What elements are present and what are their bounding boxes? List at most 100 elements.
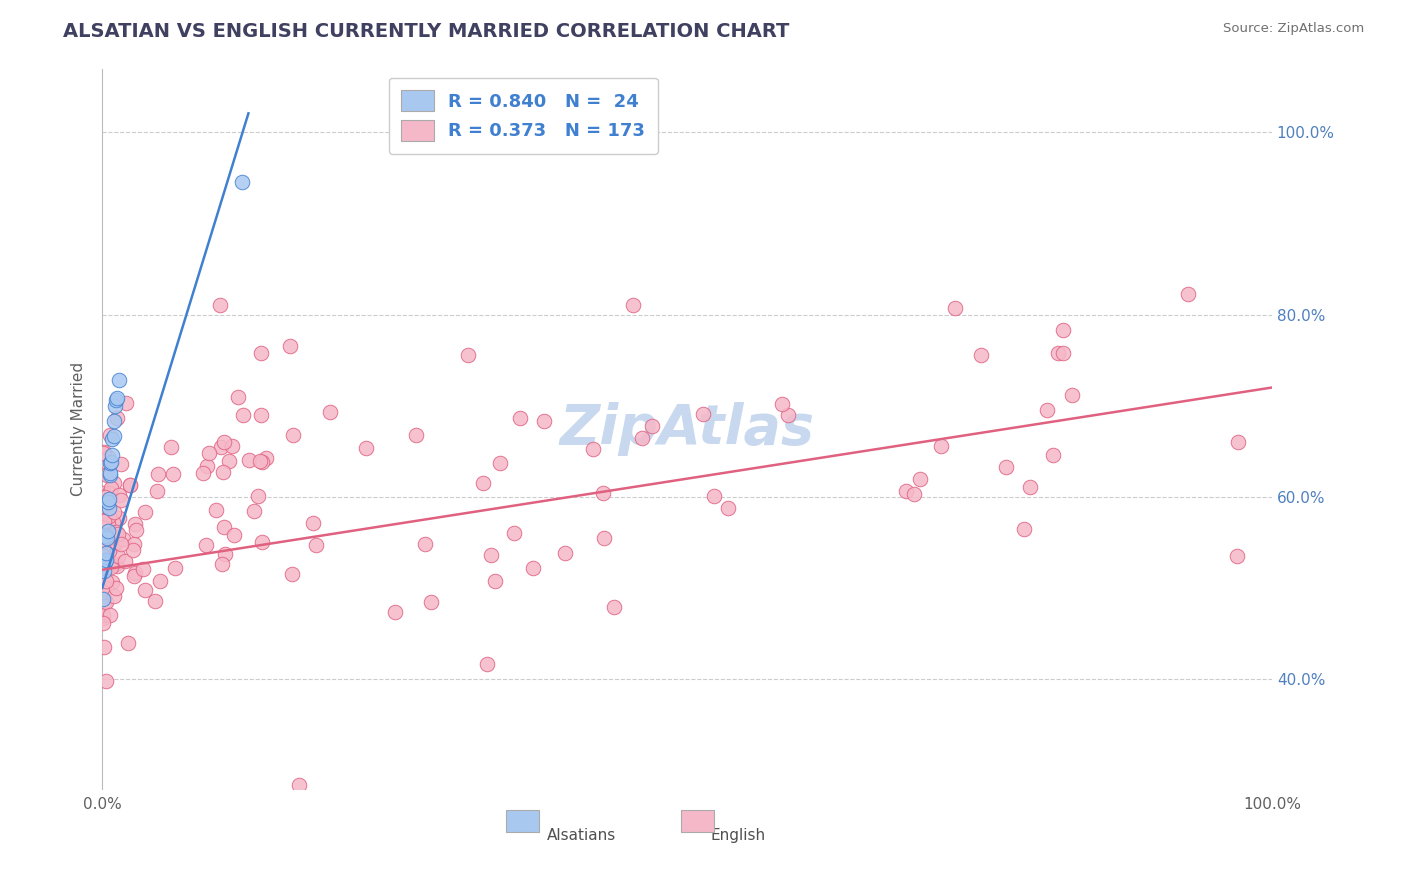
Point xyxy=(249,454,271,468)
Point xyxy=(281,566,304,581)
Point xyxy=(122,543,145,558)
Point xyxy=(162,467,184,482)
Point xyxy=(457,348,479,362)
Point xyxy=(198,446,221,460)
Point xyxy=(93,541,115,556)
Point xyxy=(110,493,132,508)
Point xyxy=(93,503,115,517)
Point xyxy=(93,592,115,607)
Point xyxy=(640,419,662,434)
Point xyxy=(94,552,117,566)
Point xyxy=(278,339,301,353)
Point xyxy=(124,537,146,551)
Point xyxy=(103,476,125,491)
Point xyxy=(103,557,125,571)
Point xyxy=(1177,287,1199,301)
Point xyxy=(103,429,125,443)
Point xyxy=(214,547,236,561)
Point xyxy=(96,513,118,527)
Point xyxy=(105,411,128,425)
Point xyxy=(226,390,249,404)
Point xyxy=(98,607,121,622)
Point xyxy=(93,533,115,547)
Point xyxy=(98,558,121,573)
Point xyxy=(96,526,118,541)
Point xyxy=(318,405,340,419)
Legend: R = 0.840   N =  24, R = 0.373   N = 173: R = 0.840 N = 24, R = 0.373 N = 173 xyxy=(388,78,658,153)
Point xyxy=(101,432,124,446)
Point xyxy=(115,396,138,410)
Point xyxy=(224,528,246,542)
Point xyxy=(250,535,273,549)
Text: Alsatians: Alsatians xyxy=(547,828,616,843)
FancyBboxPatch shape xyxy=(682,810,714,831)
Point xyxy=(96,511,118,525)
Point xyxy=(100,560,122,574)
Point xyxy=(717,501,740,516)
Point xyxy=(97,516,120,531)
Point xyxy=(1052,323,1074,337)
Point xyxy=(96,531,118,545)
Text: English: English xyxy=(710,828,766,843)
Point xyxy=(1226,435,1249,450)
Point xyxy=(98,491,121,506)
Point xyxy=(94,547,117,561)
Point xyxy=(101,574,124,589)
Point xyxy=(93,596,115,610)
Point xyxy=(250,346,273,360)
Point xyxy=(593,531,616,545)
Point xyxy=(770,397,793,411)
Point xyxy=(1036,402,1059,417)
Point xyxy=(103,589,125,603)
Point xyxy=(1018,480,1040,494)
Point xyxy=(288,778,311,792)
Point xyxy=(163,561,186,575)
Point xyxy=(212,520,235,534)
Text: ALSATIAN VS ENGLISH CURRENTLY MARRIED CORRELATION CHART: ALSATIAN VS ENGLISH CURRENTLY MARRIED CO… xyxy=(63,22,790,41)
Point xyxy=(1226,549,1249,563)
Point xyxy=(592,486,614,500)
Point xyxy=(93,511,115,525)
Point xyxy=(146,484,169,499)
Point xyxy=(105,535,128,549)
Point xyxy=(100,541,122,555)
Point xyxy=(522,561,544,575)
Point xyxy=(503,526,526,541)
Point xyxy=(94,546,117,560)
Point xyxy=(93,445,115,459)
Point xyxy=(100,534,122,549)
Point xyxy=(105,391,128,405)
Point xyxy=(100,455,122,469)
Point xyxy=(631,431,654,445)
Point xyxy=(211,465,233,479)
Point xyxy=(112,533,135,547)
Point xyxy=(110,537,132,551)
Point xyxy=(134,583,156,598)
Point xyxy=(405,427,427,442)
Point xyxy=(94,490,117,504)
Point xyxy=(197,458,219,473)
Point xyxy=(96,574,118,588)
Point xyxy=(232,408,254,422)
Point xyxy=(778,408,800,422)
Point xyxy=(1042,449,1064,463)
Point xyxy=(420,595,443,609)
Point xyxy=(238,453,260,467)
Point xyxy=(101,448,124,462)
Point xyxy=(96,524,118,538)
Point xyxy=(96,581,118,595)
Point xyxy=(703,489,725,503)
Point xyxy=(110,457,132,471)
Point xyxy=(212,435,235,450)
Point xyxy=(149,574,172,589)
Point xyxy=(305,538,328,552)
Point xyxy=(509,411,531,425)
Point xyxy=(97,495,120,509)
Point xyxy=(413,537,436,551)
Point xyxy=(132,562,155,576)
Point xyxy=(603,600,626,615)
Point xyxy=(93,575,115,590)
Point xyxy=(93,558,115,573)
Point xyxy=(105,559,128,574)
Point xyxy=(204,503,226,517)
